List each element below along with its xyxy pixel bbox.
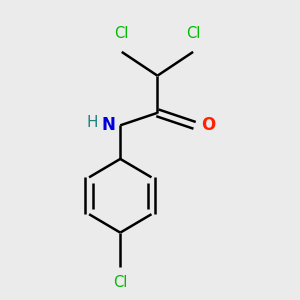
Text: N: N xyxy=(102,116,116,134)
Text: Cl: Cl xyxy=(186,26,200,41)
Text: O: O xyxy=(201,116,215,134)
Text: Cl: Cl xyxy=(115,26,129,41)
Text: Cl: Cl xyxy=(113,275,127,290)
Text: H: H xyxy=(86,115,98,130)
